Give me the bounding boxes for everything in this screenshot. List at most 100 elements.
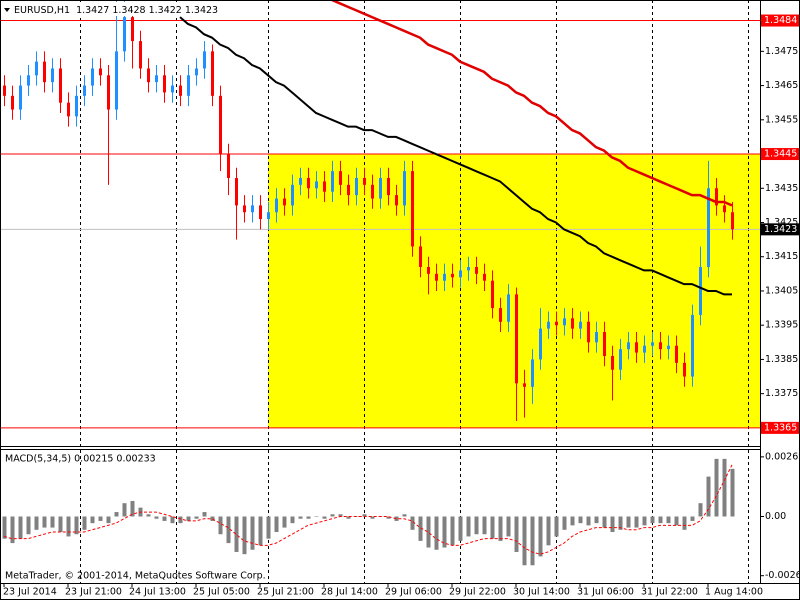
candle-body — [27, 75, 30, 86]
candle-body — [675, 345, 678, 363]
moving-average — [179, 16, 732, 296]
macd-bar — [674, 516, 679, 526]
macd-bar — [370, 516, 375, 519]
macd-bar — [522, 516, 527, 566]
candle-body — [211, 51, 214, 96]
y-tick-label: -0.00267 — [765, 570, 800, 581]
candle-body — [435, 273, 438, 281]
candle-body — [491, 280, 494, 309]
candle-body — [539, 328, 542, 360]
level-box — [761, 421, 800, 434]
macd-bar — [98, 516, 103, 521]
candle-body — [611, 356, 614, 370]
macd-bar — [154, 516, 159, 519]
candle-body — [35, 61, 38, 76]
candle-body — [251, 205, 254, 213]
macd-bar — [42, 516, 47, 528]
candle-body — [635, 342, 638, 353]
candle-body — [595, 332, 598, 343]
candle-body — [315, 181, 318, 189]
macd-bar — [490, 516, 495, 539]
y-tick-label: 0.00 — [765, 511, 786, 522]
level-box — [761, 14, 800, 27]
zone — [268, 154, 760, 428]
candle-body — [715, 188, 718, 206]
x-tick-label: 23 Jul 2014 — [3, 587, 57, 598]
candle-body — [483, 273, 486, 281]
macd-bar — [322, 516, 327, 519]
macd-bar — [178, 516, 183, 524]
x-tick-label: 23 Jul 21:00 — [65, 587, 122, 598]
macd-bar — [314, 516, 319, 517]
macd-bar — [666, 516, 671, 524]
header-bg — [1, 2, 201, 16]
x-tick-label: 29 Jul 22:00 — [449, 587, 506, 598]
x-tick-label: 31 Jul 22:00 — [641, 587, 698, 598]
candle-body — [451, 273, 454, 278]
y-tick-label: 1.3385 — [765, 354, 798, 365]
candle-body — [603, 332, 606, 356]
macd-bar — [466, 516, 471, 537]
macd-bar — [610, 516, 615, 533]
x-tick-label: 25 Jul 21:00 — [257, 587, 314, 598]
candle-body — [395, 195, 398, 206]
macd-bar — [618, 516, 623, 530]
symbol: EURUSD,H1 — [14, 5, 70, 16]
candle-body — [123, 17, 126, 52]
y-tick-label: 1.3425 — [765, 217, 798, 228]
macd-bar — [722, 458, 727, 517]
candle-body — [307, 178, 310, 189]
macd-bar — [514, 516, 519, 552]
footer: MetaTrader, © 2001-2014, MetaQuotes Soft… — [5, 571, 266, 582]
macd-bar — [2, 516, 7, 539]
candle-body — [355, 178, 358, 196]
macd-bar — [546, 516, 551, 546]
header: EURUSD,H1 1.3427 1.3428 1.3422 1.3423 — [14, 5, 218, 16]
candle-body — [323, 181, 326, 192]
candle-body — [187, 75, 190, 96]
macd-bar — [402, 514, 407, 517]
macd-bar — [410, 516, 415, 530]
macd-bar — [698, 503, 703, 517]
macd-bar — [330, 514, 335, 517]
macd-bar — [282, 516, 287, 528]
candle-body — [587, 321, 590, 343]
candle-body — [619, 349, 622, 370]
bid-box — [761, 223, 800, 236]
macd-bar — [74, 516, 79, 535]
candle-body — [475, 267, 478, 274]
candle-body — [507, 294, 510, 322]
candle-body — [259, 205, 262, 220]
macd-bar — [394, 516, 399, 521]
x-tick-label: 29 Jul 06:00 — [385, 587, 442, 598]
candle-body — [651, 342, 654, 346]
macd-bar — [250, 516, 255, 550]
candle-body — [235, 178, 238, 206]
candle-body — [291, 184, 294, 206]
candle-body — [275, 198, 278, 213]
y-tick-label: 0.00269 — [765, 451, 800, 462]
candle-body — [219, 95, 222, 155]
macd-bar — [146, 514, 151, 517]
candle-body — [51, 68, 54, 83]
candle-body — [267, 212, 270, 220]
x-tick-label: 28 Jul 14:00 — [321, 587, 378, 598]
candle-body — [3, 85, 6, 96]
y-tick-label: 1.3435 — [765, 183, 798, 194]
macd-bar — [426, 516, 431, 548]
macd-bar — [258, 516, 263, 546]
menu-arrow[interactable] — [4, 8, 10, 12]
macd-bar — [186, 516, 191, 521]
x-tick-label: 24 Jul 13:00 — [129, 587, 186, 598]
candle-body — [203, 51, 206, 69]
y-tick-label: 1.3405 — [765, 285, 798, 296]
candle-body — [563, 318, 566, 326]
macd-bar — [450, 516, 455, 546]
ohlc-header: 1.3427 1.3428 1.3422 1.3423 — [76, 5, 218, 16]
macd-bar — [530, 516, 535, 566]
macd-bar — [594, 516, 599, 524]
macd-bar — [578, 516, 583, 524]
candle-body — [107, 75, 110, 110]
